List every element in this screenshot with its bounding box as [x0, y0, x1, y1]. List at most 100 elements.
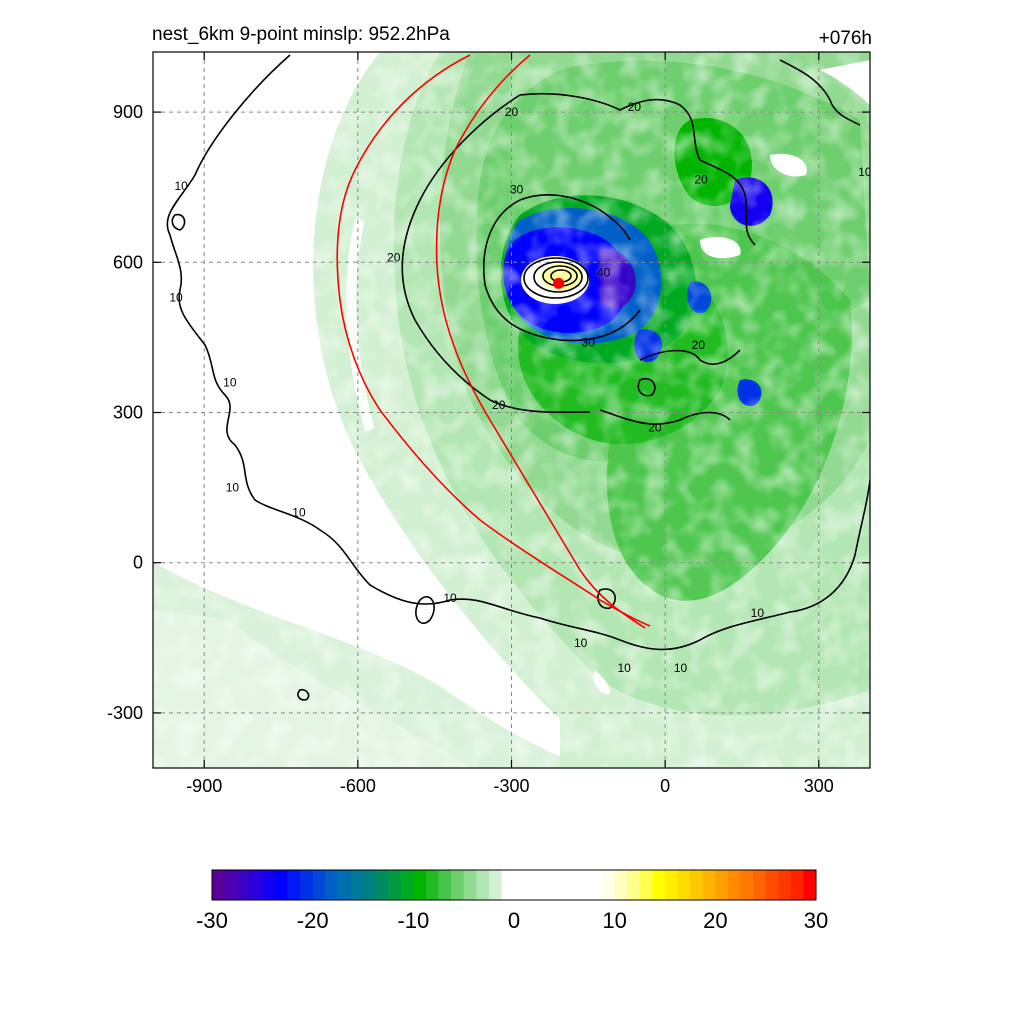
colorbar-swatch	[627, 870, 641, 900]
chart-title: nest_6km 9-point minslp: 952.2hPa	[152, 24, 450, 45]
red-curve-inner	[435, 54, 646, 629]
colorbar-swatch	[476, 870, 490, 900]
colorbar-swatch	[602, 870, 616, 900]
colorbar-swatch	[551, 870, 565, 900]
colorbar-swatch	[388, 870, 402, 900]
colorbar-swatch	[237, 870, 251, 900]
contour-10-east	[779, 59, 861, 126]
colorbar-swatch	[413, 870, 427, 900]
x-axis: -900 -600 -300 0 300	[186, 52, 834, 796]
contour-label: 10	[751, 606, 765, 620]
colorbar-swatch	[274, 870, 288, 900]
y-axis: -300 0 300 600 900	[107, 102, 870, 723]
contour-label: 20	[387, 250, 401, 264]
colorbar-swatch	[350, 870, 364, 900]
colorbar-swatch	[803, 870, 817, 900]
colorbar-tick-label: 10	[602, 908, 626, 933]
colorbar-swatch	[614, 870, 628, 900]
colorbar-swatch	[300, 870, 314, 900]
colorbar: -30 -20 -10 0 10 20 30	[196, 869, 828, 933]
colorbar-swatch	[727, 870, 741, 900]
red-curve-outer	[336, 54, 651, 627]
colorbar-swatch	[526, 870, 540, 900]
y-tick-label: 900	[113, 102, 143, 122]
colorbar-tick-label: 30	[804, 908, 828, 933]
contour-label: 10	[223, 375, 237, 389]
shaded-field	[153, 52, 870, 768]
y-tick-label: 600	[113, 252, 143, 272]
contour-label: 10	[674, 661, 688, 675]
colorbar-swatch	[690, 870, 704, 900]
colorbar-swatch	[564, 870, 578, 900]
forecast-hour-label: +076h	[819, 28, 872, 49]
x-tick-label: 0	[660, 776, 670, 796]
colorbar-swatch	[212, 870, 225, 900]
contour-label: 30	[510, 183, 524, 197]
contour-small-3	[171, 213, 186, 231]
contour-small-5	[297, 688, 310, 701]
colorbar-swatch	[337, 870, 351, 900]
colorbar-swatch	[312, 870, 326, 900]
colorbar-swatch	[639, 870, 653, 900]
contour-label: 40	[597, 265, 611, 279]
colorbar-tick-label: 0	[508, 908, 520, 933]
colorbar-swatch	[740, 870, 754, 900]
contour-lines	[166, 54, 870, 701]
colorbar-swatch	[463, 870, 477, 900]
colorbar-swatch	[438, 870, 452, 900]
colorbar-tick-label: -10	[397, 908, 429, 933]
contour-labels: 20 20 10 10 10 10 10 20 30 30 40 20 20 20 20 10 10 10 10 10…	[169, 100, 872, 675]
contour-small-1	[415, 596, 435, 624]
colorbar-swatch	[425, 870, 439, 900]
colorbar-swatch	[715, 870, 729, 900]
colorbar-swatch	[375, 870, 389, 900]
colorbar-swatch	[652, 870, 666, 900]
y-tick-label: 0	[133, 553, 143, 573]
colorbar-swatch	[790, 870, 804, 900]
colorbar-swatch	[249, 870, 263, 900]
x-tick-label: -300	[493, 776, 529, 796]
colorbar-swatch	[262, 870, 276, 900]
contour-label: 10	[574, 636, 588, 650]
contour-label: 20	[692, 338, 706, 352]
storm-center-marker	[553, 277, 565, 289]
colorbar-swatch	[778, 870, 792, 900]
plot-area: 20 20 10 10 10 10 10 20 30 30 40 20 20 20 20 10 10 10 10 10…	[153, 52, 872, 768]
colorbar-tick-label: -20	[297, 908, 329, 933]
x-tick-label: -900	[186, 776, 222, 796]
colorbar-swatch	[488, 870, 502, 900]
contour-10-outer	[166, 54, 870, 651]
colorbar-swatch	[753, 870, 767, 900]
contour-20-north	[519, 92, 756, 246]
colorbar-tick-label: -30	[196, 908, 228, 933]
colorbar-frame	[211, 869, 817, 901]
x-tick-label: 300	[804, 776, 834, 796]
red-curves	[336, 54, 651, 629]
colorbar-swatch	[224, 870, 238, 900]
contour-30	[482, 199, 641, 342]
contour-30-top	[519, 194, 631, 241]
colorbar-swatch	[576, 870, 590, 900]
contour-label: 10	[292, 506, 306, 520]
contour-label: 20	[628, 100, 642, 114]
colorbar-swatch	[665, 870, 678, 900]
colorbar-swatch	[400, 870, 414, 900]
colorbar-swatch	[765, 870, 779, 900]
contour-label: 10	[617, 661, 631, 675]
contour-label: 20	[492, 398, 506, 412]
contour-label: 10	[858, 165, 872, 179]
y-tick-label: 300	[113, 403, 143, 423]
colorbar-swatch	[363, 870, 376, 900]
contour-label: 20	[505, 105, 519, 119]
contour-label: 30	[582, 335, 596, 349]
colorbar-swatch	[325, 870, 339, 900]
contour-20-east	[639, 349, 741, 365]
colorbar-swatch	[514, 870, 527, 900]
contour-label: 10	[169, 290, 183, 304]
colorbar-swatch	[702, 870, 716, 900]
contour-20-south	[599, 409, 731, 425]
colorbar-swatch	[589, 870, 603, 900]
contour-label: 10	[443, 591, 457, 605]
contour-label: 20	[694, 173, 708, 187]
